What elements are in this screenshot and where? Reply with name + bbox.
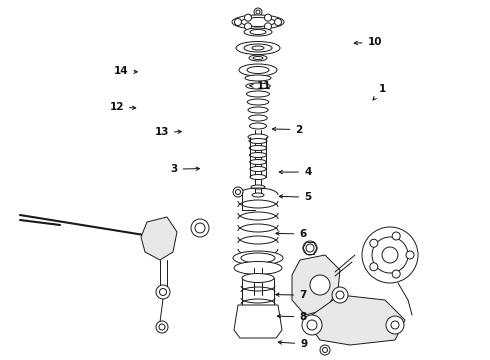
Circle shape — [310, 275, 330, 295]
Circle shape — [332, 287, 348, 303]
Circle shape — [406, 251, 414, 259]
Circle shape — [191, 219, 209, 237]
Ellipse shape — [242, 320, 274, 329]
Ellipse shape — [249, 145, 267, 150]
Text: 13: 13 — [154, 127, 181, 138]
Ellipse shape — [252, 193, 264, 197]
Ellipse shape — [232, 15, 284, 29]
Circle shape — [159, 324, 165, 330]
Ellipse shape — [253, 57, 263, 59]
Circle shape — [320, 345, 330, 355]
Ellipse shape — [249, 55, 267, 61]
Ellipse shape — [239, 64, 277, 76]
Circle shape — [391, 321, 399, 329]
Polygon shape — [234, 305, 282, 338]
Circle shape — [245, 23, 251, 30]
Circle shape — [195, 223, 205, 233]
Circle shape — [156, 285, 170, 299]
Circle shape — [382, 247, 398, 263]
Text: 9: 9 — [278, 339, 307, 349]
Circle shape — [233, 187, 243, 197]
Text: 12: 12 — [109, 102, 136, 112]
Ellipse shape — [246, 91, 270, 97]
Ellipse shape — [249, 153, 267, 158]
Circle shape — [372, 237, 408, 273]
Circle shape — [362, 227, 418, 283]
Text: 5: 5 — [279, 192, 311, 202]
Text: 11: 11 — [250, 81, 271, 91]
Text: 14: 14 — [114, 66, 137, 76]
Circle shape — [245, 14, 251, 21]
Ellipse shape — [248, 107, 268, 113]
Ellipse shape — [247, 99, 269, 105]
Ellipse shape — [250, 159, 266, 165]
Circle shape — [265, 23, 271, 30]
Ellipse shape — [250, 166, 266, 171]
Ellipse shape — [244, 28, 272, 36]
Circle shape — [303, 241, 317, 255]
Circle shape — [392, 232, 400, 240]
Text: 10: 10 — [354, 37, 382, 48]
Text: 6: 6 — [276, 229, 306, 239]
Ellipse shape — [242, 274, 274, 283]
Text: 1: 1 — [373, 84, 386, 100]
Text: 3: 3 — [171, 164, 199, 174]
Ellipse shape — [249, 139, 267, 144]
Ellipse shape — [246, 83, 270, 89]
Circle shape — [306, 244, 314, 252]
Ellipse shape — [236, 41, 280, 54]
Circle shape — [254, 8, 262, 16]
Text: 2: 2 — [272, 125, 302, 135]
Text: 7: 7 — [276, 290, 307, 300]
Ellipse shape — [234, 261, 282, 274]
Ellipse shape — [248, 134, 268, 140]
Circle shape — [256, 10, 260, 14]
Circle shape — [235, 18, 242, 26]
Ellipse shape — [251, 185, 265, 189]
Text: 4: 4 — [279, 167, 312, 177]
Circle shape — [307, 320, 317, 330]
Circle shape — [336, 291, 344, 299]
Circle shape — [370, 239, 378, 247]
Circle shape — [386, 316, 404, 334]
Ellipse shape — [249, 115, 267, 121]
Circle shape — [274, 18, 281, 26]
Ellipse shape — [241, 18, 275, 27]
Ellipse shape — [245, 75, 271, 81]
Ellipse shape — [233, 251, 283, 265]
Text: 8: 8 — [277, 312, 306, 322]
Circle shape — [370, 263, 378, 271]
Circle shape — [236, 189, 241, 194]
Polygon shape — [292, 255, 340, 315]
Polygon shape — [141, 217, 177, 260]
Ellipse shape — [241, 253, 275, 263]
Ellipse shape — [244, 44, 272, 52]
Ellipse shape — [250, 175, 266, 180]
Ellipse shape — [249, 123, 267, 129]
Circle shape — [302, 315, 322, 335]
Circle shape — [322, 347, 327, 352]
Circle shape — [392, 270, 400, 278]
Polygon shape — [305, 295, 405, 345]
Circle shape — [156, 321, 168, 333]
Ellipse shape — [250, 30, 266, 35]
Circle shape — [160, 288, 167, 296]
Ellipse shape — [247, 67, 269, 73]
Circle shape — [265, 14, 271, 21]
Ellipse shape — [252, 46, 264, 50]
